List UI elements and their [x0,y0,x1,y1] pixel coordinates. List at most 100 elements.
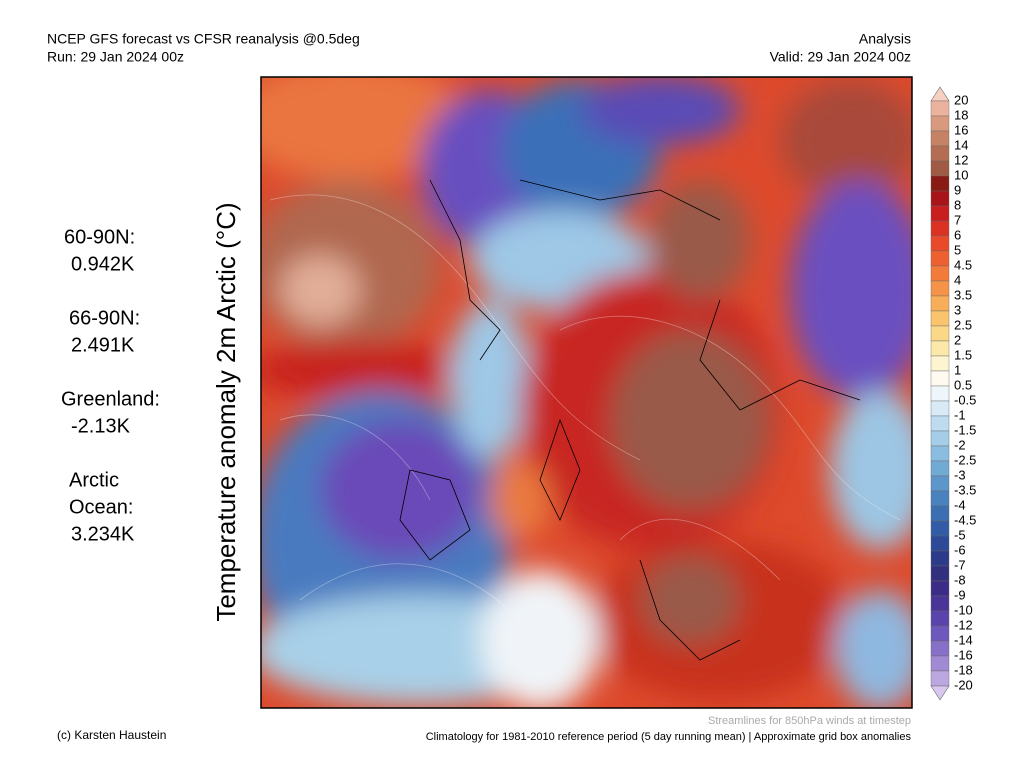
colorbar-label: -2.5 [954,452,976,467]
colorbar-label: 4 [954,272,961,287]
colorbar-swatch [930,655,950,672]
colorbar-label: 2 [954,332,961,347]
colorbar-swatch [930,160,950,177]
valid-label: Valid: 29 Jan 2024 00z [770,49,911,65]
colorbar-label: -6 [954,542,966,557]
stat-label: 60-90N: [64,226,135,248]
colorbar-swatch [930,490,950,507]
colorbar-label: -0.5 [954,392,976,407]
colorbar-label: -1 [954,407,966,422]
colorbar-label: -8 [954,572,966,587]
colorbar-label: 16 [954,122,968,137]
colorbar-label: -2 [954,437,966,452]
colorbar-swatch [930,610,950,627]
colorbar-tip [930,685,950,701]
colorbar-swatch [930,355,950,372]
colorbar-label: 1.5 [954,347,972,362]
colorbar-swatch [930,400,950,417]
colorbar-swatch [930,310,950,327]
stat-value: 0.942K [71,253,135,275]
climatology-note: Climatology for 1981-2010 reference peri… [426,731,912,743]
colorbar-swatch [930,205,950,222]
colorbar-swatch [930,250,950,267]
colorbar-swatch [930,625,950,642]
colorbar-swatch [930,595,950,612]
colorbar-label: -4.5 [954,512,976,527]
colorbar-swatch [930,430,950,447]
colorbar-swatch [930,280,950,297]
colorbar-label: -3.5 [954,482,976,497]
colorbar-label: 4.5 [954,257,972,272]
colorbar-label: -3 [954,467,966,482]
credit: (c) Karsten Haustein [57,728,166,742]
colorbar-label: -4 [954,497,966,512]
colorbar-swatch [930,115,950,132]
colorbar-swatch [930,670,950,687]
colorbar-swatch [930,640,950,657]
colorbar-swatch [930,535,950,552]
colorbar-label: 5 [954,242,961,257]
colorbar-swatch [930,580,950,597]
colorbar-label: 12 [954,152,968,167]
streamlines-note: Streamlines for 850hPa winds at timestep [708,715,911,727]
stat-value: -2.13K [71,415,131,437]
colorbar-swatch [930,325,950,342]
colorbar-label: -14 [954,632,973,647]
colorbar-swatch [930,100,950,117]
colorbar-swatch [930,220,950,237]
colorbar-label: -18 [954,662,973,677]
stat-value: 3.234K [71,523,135,545]
stat-label: Arctic [69,469,119,491]
colorbar-swatch [930,175,950,192]
colorbar-label: 9 [954,182,961,197]
colorbar-label: 10 [954,167,968,182]
colorbar-label: 1 [954,362,961,377]
colorbar-swatch [930,370,950,387]
colorbar-label: -9 [954,587,966,602]
colorbar-swatch [930,190,950,207]
y-label: Temperature anomaly 2m Arctic (°C) [211,202,241,621]
colorbar-swatch [930,235,950,252]
colorbar-label: -5 [954,527,966,542]
colorbar-label: 2.5 [954,317,972,332]
stat-label: Ocean: [69,496,133,518]
map [261,77,912,708]
colorbar-label: 0.5 [954,377,972,392]
colorbar-swatch [930,145,950,162]
stats: 60-90N: 0.942K 66-90N: 2.491K Greenland: -2.1… [61,226,160,545]
colorbar-label: -1.5 [954,422,976,437]
colorbar-swatch [930,475,950,492]
colorbar-swatch [930,415,950,432]
colorbar-swatch [930,295,950,312]
colorbar-label: 3 [954,302,961,317]
colorbar-swatch [930,460,950,477]
run-label: Run: 29 Jan 2024 00z [47,49,184,65]
colorbar-swatch [930,385,950,402]
colorbar-swatch [930,505,950,522]
stat-value: 2.491K [71,334,135,356]
colorbar-swatch [930,565,950,582]
colorbar-label: 3.5 [954,287,972,302]
colorbar-label: -7 [954,557,966,572]
colorbar-swatch [930,130,950,147]
colorbar-label: 18 [954,107,968,122]
colorbar-swatch [930,340,950,357]
colorbar-swatch [930,550,950,567]
colorbar-label: -12 [954,617,973,632]
colorbar: 201816141210987654.543.532.521.510.5-0.5… [930,86,976,701]
stat-label: Greenland: [61,388,160,410]
title-right: Analysis [859,31,911,47]
stat-label: 66-90N: [69,307,140,329]
colorbar-tip [930,86,950,102]
colorbar-swatch [930,445,950,462]
colorbar-label: -20 [954,677,973,692]
colorbar-label: 7 [954,212,961,227]
colorbar-swatch [930,265,950,282]
colorbar-label: -16 [954,647,973,662]
colorbar-label: -10 [954,602,973,617]
title-left: NCEP GFS forecast vs CFSR reanalysis @0.… [47,31,360,47]
colorbar-label: 14 [954,137,968,152]
colorbar-label: 20 [954,92,968,107]
colorbar-label: 6 [954,227,961,242]
